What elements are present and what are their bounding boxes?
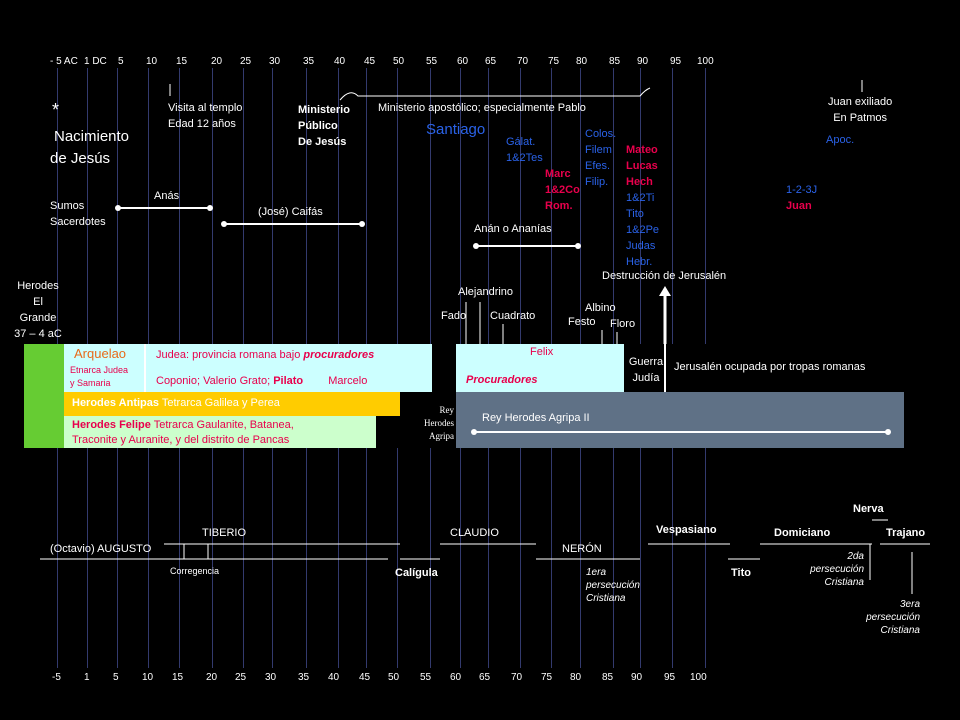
- persecution-1: 1era persecución Cristiana: [586, 567, 640, 604]
- corregencia-label: Corregencia: [170, 566, 220, 576]
- apostolic-ministry: Ministerio apostólico; especialmente Pab…: [378, 102, 586, 114]
- arquelao-block: Arquelao Etnarca Judea y Samaria: [64, 344, 144, 392]
- procurator-markers: [465, 302, 618, 344]
- herodes-antipas-block: Herodes Antipas Tetrarca Galilea y Perea: [64, 392, 426, 416]
- emperor-neron: NERÓN: [562, 543, 602, 555]
- emperor-augusto: (Octavio) AUGUSTO: [50, 543, 152, 555]
- tick: 70: [511, 672, 523, 683]
- tick: 5: [118, 56, 124, 67]
- emperor-caligula: Calígula: [395, 567, 438, 579]
- proc-cuadrato: Cuadrato: [490, 310, 536, 322]
- tick: 15: [176, 56, 188, 67]
- tick: 10: [146, 56, 158, 67]
- tick: 1: [84, 672, 90, 683]
- tick: 25: [240, 56, 252, 67]
- tick: 85: [602, 672, 614, 683]
- tick: 55: [420, 672, 432, 683]
- tick: 40: [334, 56, 346, 67]
- tick: 50: [388, 672, 400, 683]
- tick: 40: [328, 672, 340, 683]
- emperor-vespasiano: Vespasiano: [656, 524, 717, 536]
- tick: 50: [393, 56, 405, 67]
- tick: 15: [172, 672, 184, 683]
- destruction-label: Destrucción de Jerusalén: [602, 270, 727, 282]
- proc-fado: Fado: [441, 310, 467, 322]
- tick: 90: [637, 56, 649, 67]
- writings-juan: 1-2-3J Juan: [786, 184, 818, 212]
- persecution-2: 2da persecución Cristiana: [810, 551, 864, 588]
- emperor-trajano: Trajano: [886, 527, 926, 539]
- rey-herodes-agripa-ii-block: Rey Herodes Agripa II: [456, 392, 904, 448]
- tick: 95: [670, 56, 682, 67]
- writings-galatas: Gálat. 1&2Tes: [506, 136, 543, 164]
- tick: 30: [269, 56, 281, 67]
- judea-province-block: Judea: provincia romana bajo procuradore…: [146, 344, 432, 392]
- jewish-war-block: Guerra Judía: [624, 344, 664, 392]
- writings-marcos: Marc 1&2Co Rom.: [545, 168, 580, 212]
- tick: 5: [113, 672, 119, 683]
- tick: - 5 AC: [50, 56, 78, 67]
- writings-mateo: Mateo Lucas Hech 1&2Ti Tito 1&2Pe Judas He…: [626, 144, 660, 268]
- herod-great-block: [24, 344, 64, 448]
- occupied-jerusalem-block: Jerusalén ocupada por tropas romanas: [666, 344, 904, 392]
- tick: 100: [697, 56, 714, 67]
- tick: 45: [359, 672, 371, 683]
- tick: 20: [211, 56, 223, 67]
- emperor-tito: Tito: [731, 567, 751, 579]
- tick: 1 DC: [84, 56, 107, 67]
- anan-label: Anán o Ananías: [474, 223, 552, 235]
- herodes-felipe-block: Herodes Felipe Tetrarca Gaulanite, Batan…: [64, 416, 376, 448]
- tick: 60: [457, 56, 469, 67]
- writings-colosenses: Colos. Filem Efes. Filip.: [585, 128, 617, 188]
- herod-the-great: Herodes El Grande 37 – 4 aC: [14, 280, 62, 340]
- persecution-3: 3era persecución Cristiana: [866, 599, 920, 636]
- tick: 55: [426, 56, 438, 67]
- tick: 10: [142, 672, 154, 683]
- emperor-tiberio: TIBERIO: [202, 527, 247, 539]
- tick: 70: [517, 56, 529, 67]
- tick: 60: [450, 672, 462, 683]
- patmos-exile: Juan exiliado En Patmos: [828, 96, 893, 124]
- tick: 80: [576, 56, 588, 67]
- emperor-domiciano: Domiciano: [774, 527, 831, 539]
- proc-festo: Festo: [568, 316, 596, 328]
- proc-floro: Floro: [610, 318, 636, 330]
- proc-albino: Albino: [585, 302, 616, 314]
- tick: 45: [364, 56, 376, 67]
- tick: -5: [52, 672, 61, 683]
- emperor-claudio: CLAUDIO: [450, 527, 499, 539]
- felipe-gap: [376, 416, 400, 448]
- writings-apocalipsis: Apoc.: [826, 134, 855, 146]
- tick: 35: [298, 672, 310, 683]
- tick: 25: [235, 672, 247, 683]
- tick: 90: [631, 672, 643, 683]
- emperor-nerva: Nerva: [853, 503, 884, 515]
- santiago: Santiago: [426, 121, 486, 138]
- birth-label: Nacimiento de Jesús: [50, 128, 130, 167]
- rey-herodes-agripa-block: Rey Herodes Agripa: [400, 392, 456, 448]
- caifas-label: (José) Caifás: [258, 206, 323, 218]
- tick: 65: [479, 672, 491, 683]
- emperor-lines: [40, 519, 930, 594]
- high-priests-label: Sumos Sacerdotes: [50, 200, 106, 228]
- tick: 35: [303, 56, 315, 67]
- proc-alejandrino: Alejandrino: [458, 286, 514, 298]
- tick: 100: [690, 672, 707, 683]
- priest-spans: [115, 205, 581, 249]
- anas-label: Anás: [154, 190, 180, 202]
- tick: 20: [206, 672, 218, 683]
- tick: 75: [541, 672, 553, 683]
- tick: 65: [485, 56, 497, 67]
- tick: 95: [664, 672, 676, 683]
- public-ministry: Ministerio Público De Jesús: [298, 104, 350, 148]
- tick: 75: [548, 56, 560, 67]
- temple-visit: Visita al templo Edad 12 años: [168, 102, 243, 130]
- procurators-block: Felix Procuradores: [456, 344, 624, 392]
- birth-star: *: [52, 100, 60, 120]
- agripa1-gap: [432, 344, 456, 392]
- tick: 80: [570, 672, 582, 683]
- tick: 30: [265, 672, 277, 683]
- tick: 85: [609, 56, 621, 67]
- top-brackets: [169, 80, 863, 101]
